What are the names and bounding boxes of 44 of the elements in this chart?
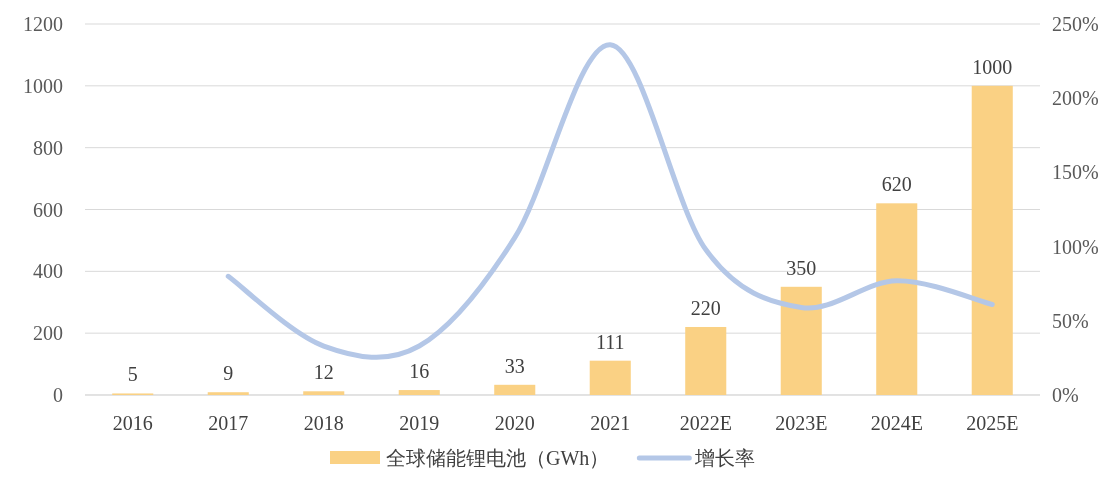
bar xyxy=(494,384,536,395)
data-label: 1000 xyxy=(972,55,1013,78)
x-tick-label: 2023E xyxy=(775,412,828,434)
bar xyxy=(303,391,345,395)
data-label: 33 xyxy=(504,354,525,377)
y2-tick-label: 0% xyxy=(1052,384,1079,406)
y2-tick-label: 250% xyxy=(1052,13,1099,35)
y2-tick-label: 200% xyxy=(1052,87,1099,110)
data-label: 350 xyxy=(786,256,817,279)
data-label: 111 xyxy=(595,330,625,353)
data-label: 16 xyxy=(409,360,430,383)
x-tick-label: 2017 xyxy=(208,412,249,434)
x-tick-label: 2025E xyxy=(966,412,1019,434)
data-label: 9 xyxy=(223,362,234,385)
data-label: 220 xyxy=(690,296,721,319)
x-tick-label: 2018 xyxy=(303,412,344,434)
y-tick-label: 800 xyxy=(33,136,63,159)
y-tick-label: 1000 xyxy=(23,74,63,97)
legend-label: 增长率 xyxy=(694,447,756,469)
y-tick-label: 1200 xyxy=(23,13,63,35)
x-tick-label: 2020 xyxy=(494,412,535,434)
data-label: 12 xyxy=(313,361,334,384)
data-label: 620 xyxy=(881,173,912,196)
y2-tick-label: 150% xyxy=(1052,161,1099,184)
legend-label: 全球储能锂电池（GWh） xyxy=(386,447,610,469)
bar xyxy=(780,286,822,395)
y-tick-label: 400 xyxy=(33,260,63,283)
x-tick-label: 2021 xyxy=(590,412,631,434)
data-label: 5 xyxy=(127,363,138,386)
bar xyxy=(971,85,1013,395)
bar xyxy=(398,390,440,395)
y2-tick-label: 100% xyxy=(1052,235,1099,258)
bar xyxy=(589,360,631,395)
x-tick-label: 2016 xyxy=(112,412,153,434)
x-tick-label: 2022E xyxy=(679,412,732,434)
y-tick-label: 200 xyxy=(33,322,63,345)
bar xyxy=(876,203,918,395)
y-tick-label: 600 xyxy=(33,198,63,221)
x-tick-label: 2024E xyxy=(870,412,923,434)
x-tick-label: 2019 xyxy=(399,412,440,434)
bar xyxy=(685,326,727,395)
y-tick-label: 0 xyxy=(53,384,63,406)
bar xyxy=(207,392,249,395)
y2-tick-label: 50% xyxy=(1052,309,1089,332)
